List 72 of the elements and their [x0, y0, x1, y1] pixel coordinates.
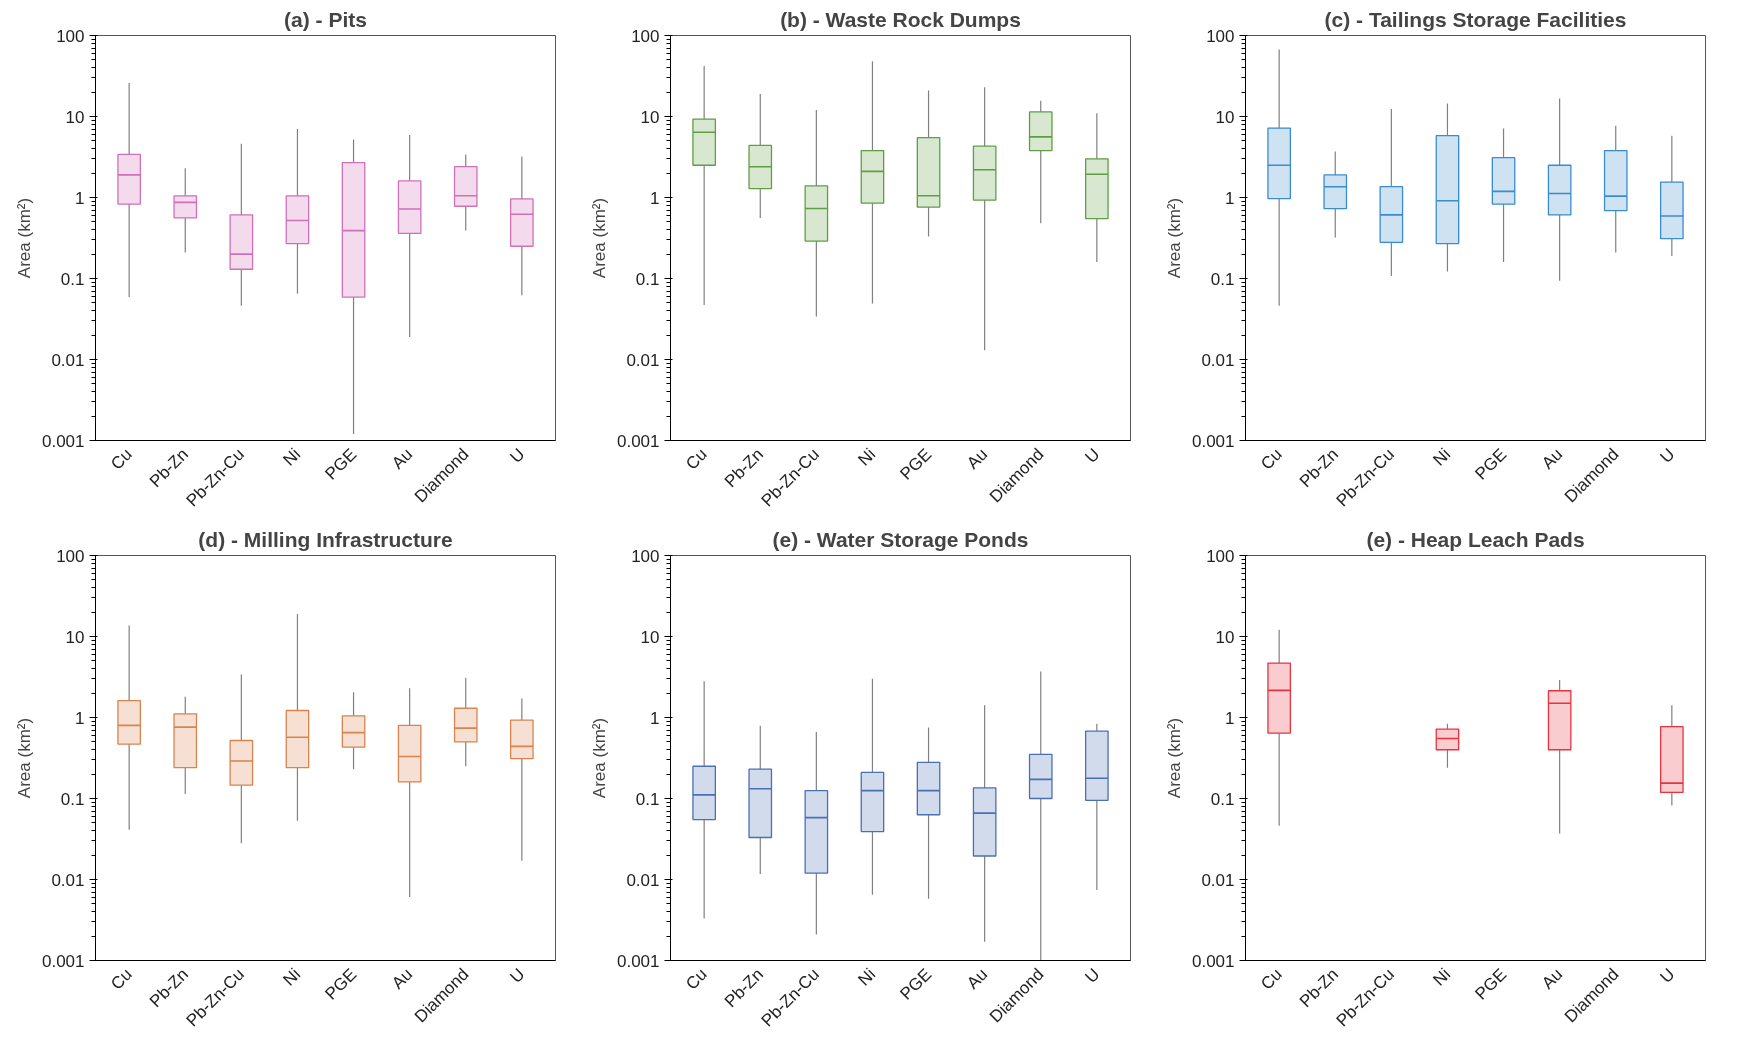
x-tick-label: Cu	[107, 964, 136, 994]
y-tick-label: 0.001	[1191, 431, 1235, 451]
y-tick-label: 10	[65, 107, 85, 127]
y-axis-title: Area (km²)	[14, 197, 34, 279]
y-tick-label: 0.01	[626, 870, 660, 890]
x-tick-label: Au	[1538, 444, 1567, 473]
y-tick-label: 1	[75, 708, 85, 728]
y-tick-label: 0.1	[1210, 269, 1235, 289]
y-tick-label: 100	[1206, 26, 1235, 46]
chart-title: (d) - Milling Infrastructure	[198, 527, 453, 551]
y-tick-label: 1	[650, 708, 660, 728]
chart-title: (e) - Heap Leach Pads	[1366, 527, 1585, 551]
y-tick-label: 0.01	[1201, 350, 1235, 370]
chart-title: (c) - Tailings Storage Facilities	[1324, 7, 1627, 31]
y-tick-label: 0.1	[1210, 789, 1235, 809]
y-tick-label: 100	[56, 26, 85, 46]
y-tick-label: 0.1	[60, 269, 85, 289]
x-tick-label: Au	[963, 964, 992, 993]
y-tick-label: 10	[1215, 107, 1235, 127]
x-tick-label: Ni	[279, 444, 305, 470]
y-tick-label: 10	[1215, 627, 1235, 647]
y-tick-label: 0.001	[1191, 951, 1235, 971]
y-tick-label: 0.01	[1201, 870, 1235, 890]
y-tick-label: 10	[640, 107, 660, 127]
x-tick-label: Au	[388, 964, 417, 993]
x-tick-label: U	[506, 444, 529, 467]
y-axis-title: Area (km²)	[589, 197, 609, 279]
y-tick-label: 100	[631, 546, 660, 566]
y-tick-label: 1	[1225, 708, 1235, 728]
y-tick-label: 0.01	[51, 350, 85, 370]
chart-title: (a) - Pits	[284, 7, 367, 31]
y-tick-label: 10	[640, 627, 660, 647]
x-tick-label: U	[1081, 444, 1104, 467]
x-tick-label: U	[506, 964, 529, 987]
x-tick-label: Cu	[682, 444, 711, 474]
x-tick-label: U	[1656, 964, 1679, 987]
y-tick-label: 100	[1206, 546, 1235, 566]
y-tick-label: 100	[631, 26, 660, 46]
x-tick-label: Au	[1538, 964, 1567, 993]
y-axis-title: Area (km²)	[589, 717, 609, 799]
y-tick-label: 0.001	[616, 951, 660, 971]
y-tick-label: 0.001	[616, 431, 660, 451]
x-tick-label: Ni	[279, 964, 305, 990]
chart-title: (e) - Water Storage Ponds	[772, 527, 1029, 551]
y-tick-label: 0.001	[41, 431, 85, 451]
y-tick-label: 1	[650, 188, 660, 208]
y-tick-label: 0.01	[626, 350, 660, 370]
chart-title: (b) - Waste Rock Dumps	[780, 7, 1021, 31]
y-tick-label: 0.1	[635, 269, 660, 289]
x-tick-label: Ni	[854, 964, 880, 990]
y-tick-label: 1	[75, 188, 85, 208]
x-tick-label: U	[1081, 964, 1104, 987]
y-tick-label: 0.001	[41, 951, 85, 971]
x-tick-label: Ni	[1429, 964, 1455, 990]
x-tick-label: Ni	[854, 444, 880, 470]
x-tick-label: Ni	[1429, 444, 1455, 470]
y-tick-label: 0.1	[635, 789, 660, 809]
x-tick-label: Cu	[682, 964, 711, 994]
y-tick-label: 0.01	[51, 870, 85, 890]
y-axis-title: Area (km²)	[1164, 197, 1184, 279]
x-tick-label: Cu	[1257, 964, 1286, 994]
y-tick-label: 0.1	[60, 789, 85, 809]
y-tick-label: 1	[1225, 188, 1235, 208]
x-tick-label: Au	[388, 444, 417, 473]
y-tick-label: 10	[65, 627, 85, 647]
y-axis-title: Area (km²)	[14, 717, 34, 799]
x-tick-label: Cu	[107, 444, 136, 474]
x-tick-label: U	[1656, 444, 1679, 467]
x-tick-label: Au	[963, 444, 992, 473]
x-tick-label: Cu	[1257, 444, 1286, 474]
y-axis-title: Area (km²)	[1164, 717, 1184, 799]
y-tick-label: 100	[56, 546, 85, 566]
